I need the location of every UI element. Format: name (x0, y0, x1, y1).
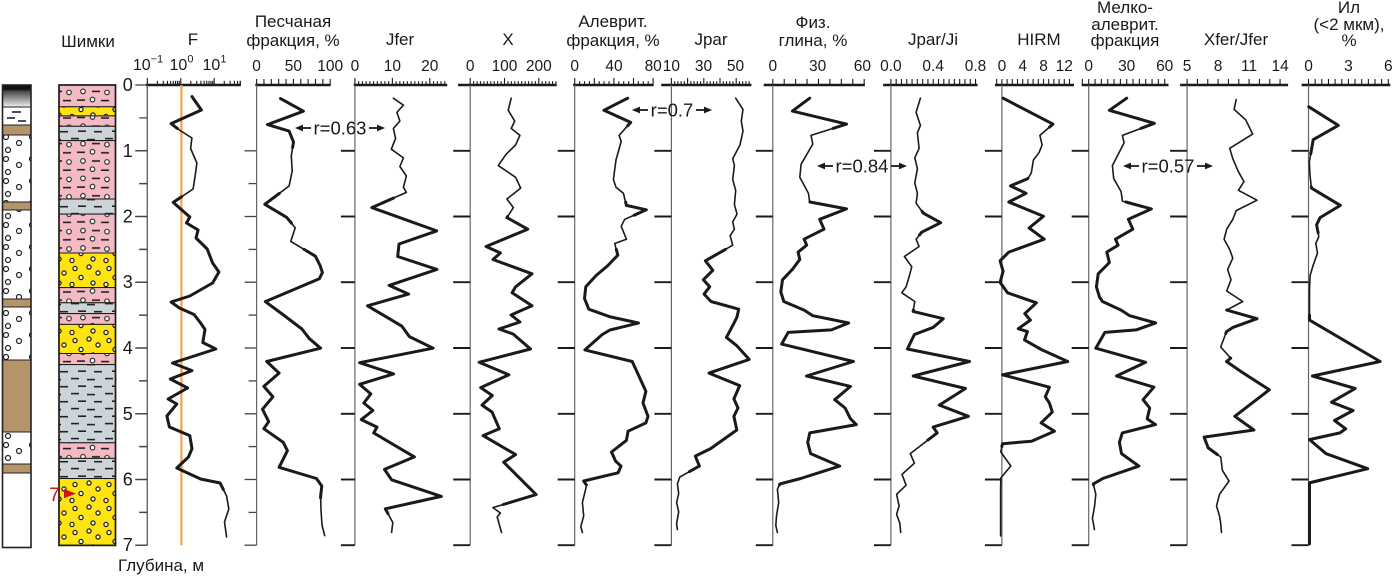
svg-text:r=0.57: r=0.57 (1142, 156, 1195, 177)
svg-text:0.0: 0.0 (880, 58, 902, 75)
svg-text:14: 14 (1271, 58, 1289, 75)
svg-text:6: 6 (1384, 58, 1393, 75)
svg-text:80: 80 (645, 58, 663, 75)
svg-text:7: 7 (123, 535, 133, 555)
svg-text:r=0.84: r=0.84 (836, 156, 889, 177)
svg-text:%: % (1341, 31, 1356, 50)
svg-text:Jpar/Ji: Jpar/Ji (908, 30, 958, 49)
svg-text:100: 100 (317, 58, 343, 75)
svg-text:11: 11 (1241, 58, 1257, 75)
svg-text:10: 10 (384, 58, 402, 75)
svg-text:F: F (188, 30, 198, 49)
svg-text:30: 30 (695, 58, 713, 75)
svg-text:0: 0 (252, 58, 261, 75)
svg-text:(<2 мкм),: (<2 мкм), (1314, 15, 1385, 34)
svg-text:глина, %: глина, % (779, 31, 848, 50)
svg-text:Xfer/Jfer: Xfer/Jfer (1204, 30, 1269, 49)
svg-text:6: 6 (123, 470, 133, 490)
svg-text:Глубина, м: Глубина, м (118, 556, 204, 575)
svg-text:200: 200 (526, 58, 552, 75)
svg-text:0: 0 (998, 58, 1007, 75)
svg-text:0: 0 (570, 58, 579, 75)
svg-text:4: 4 (123, 338, 133, 358)
svg-text:X: X (502, 30, 513, 49)
svg-text:r=0.7: r=0.7 (651, 100, 694, 121)
svg-text:Алеврит.: Алеврит. (578, 12, 647, 31)
svg-text:фракция: фракция (1091, 31, 1160, 50)
svg-text:7: 7 (49, 485, 60, 506)
svg-text:30: 30 (1118, 58, 1136, 75)
svg-text:0.4: 0.4 (922, 58, 944, 75)
svg-text:20: 20 (421, 58, 439, 75)
svg-text:0: 0 (466, 58, 475, 75)
svg-text:12: 12 (1056, 58, 1073, 75)
svg-text:100: 100 (492, 58, 518, 75)
svg-text:50: 50 (285, 58, 303, 75)
svg-text:HIRM: HIRM (1017, 30, 1060, 49)
svg-text:8: 8 (1039, 58, 1048, 75)
svg-text:Ил: Ил (1338, 0, 1360, 17)
svg-text:30: 30 (809, 58, 827, 75)
svg-text:Jfer: Jfer (386, 30, 415, 49)
svg-text:фракция, %: фракция, % (246, 31, 339, 50)
svg-text:фракция, %: фракция, % (566, 31, 659, 50)
svg-text:Песчаная: Песчаная (255, 12, 331, 31)
svg-text:60: 60 (854, 58, 872, 75)
svg-text:Мелко-: Мелко- (1097, 0, 1153, 17)
svg-text:0.8: 0.8 (965, 58, 987, 75)
svg-text:60: 60 (1156, 58, 1174, 75)
svg-text:0: 0 (768, 58, 777, 75)
svg-text:40: 40 (605, 58, 623, 75)
svg-text:Физ.: Физ. (796, 13, 831, 32)
svg-text:r=0.63: r=0.63 (314, 118, 367, 139)
svg-text:алеврит.: алеврит. (1091, 15, 1158, 34)
svg-text:0: 0 (1304, 58, 1313, 75)
svg-text:2: 2 (123, 207, 133, 227)
svg-text:Шимки: Шимки (61, 32, 115, 51)
svg-text:50: 50 (727, 58, 745, 75)
svg-text:3: 3 (123, 272, 133, 292)
svg-text:Jpar: Jpar (694, 30, 727, 49)
svg-text:5: 5 (1183, 58, 1192, 75)
svg-text:0: 0 (1084, 58, 1093, 75)
svg-text:4: 4 (1018, 58, 1027, 75)
svg-text:3: 3 (1344, 58, 1353, 75)
svg-text:1: 1 (123, 141, 133, 161)
svg-text:0: 0 (351, 58, 360, 75)
svg-text:8: 8 (1214, 58, 1223, 75)
svg-text:0: 0 (123, 75, 133, 95)
svg-text:5: 5 (123, 404, 133, 424)
svg-text:10: 10 (663, 58, 681, 75)
